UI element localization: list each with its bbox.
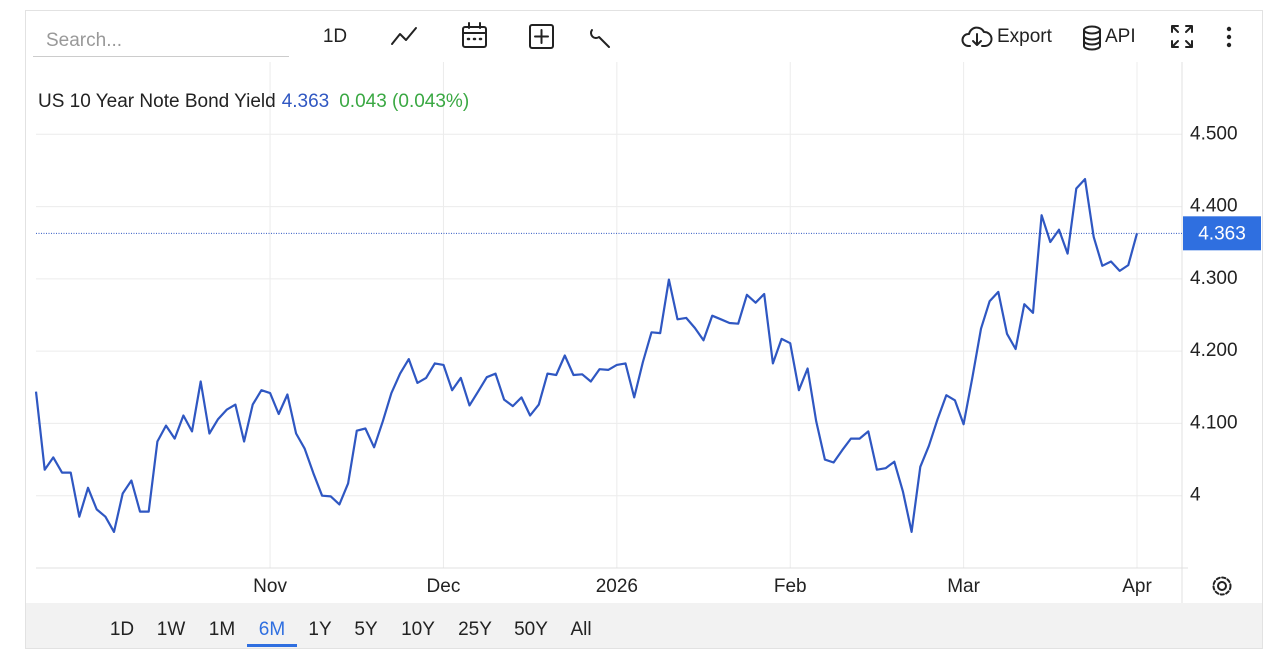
range-button[interactable]: 1D: [110, 619, 134, 640]
chart-title: US 10 Year Note Bond Yield: [38, 91, 276, 112]
tools-icon[interactable]: [590, 29, 610, 48]
range-button[interactable]: 5Y: [354, 619, 378, 640]
x-tick-label: Feb: [774, 576, 807, 597]
toolbar: Search... 1D Export API: [33, 22, 1232, 57]
interval-button[interactable]: 1D: [323, 26, 347, 47]
range-active-underline: [247, 644, 297, 647]
range-button[interactable]: 10Y: [401, 619, 435, 640]
settings-icon[interactable]: [1212, 576, 1232, 596]
range-button[interactable]: 1M: [209, 619, 235, 640]
range-bar: [26, 603, 1262, 648]
compare-icon[interactable]: [529, 24, 554, 49]
y-tick-label: 4.100: [1190, 412, 1238, 433]
export-button[interactable]: Export: [997, 26, 1053, 47]
x-tick-label: Dec: [427, 576, 461, 597]
frame: [25, 10, 1263, 649]
y-tick-label: 4.500: [1190, 123, 1238, 144]
export-icon[interactable]: [961, 26, 993, 47]
search-input[interactable]: Search...: [46, 30, 122, 51]
x-tick-label: 2026: [596, 576, 638, 597]
last-value: 4.363: [282, 91, 330, 112]
y-tick-label: 4.400: [1190, 196, 1238, 217]
x-tick-label: Mar: [947, 576, 980, 597]
range-button[interactable]: 25Y: [458, 619, 492, 640]
series-line: [34, 178, 1139, 533]
x-tick-label: Nov: [253, 576, 287, 597]
y-tick-label: 4: [1190, 485, 1201, 506]
api-icon[interactable]: [1083, 25, 1101, 51]
calendar-icon[interactable]: [462, 22, 487, 48]
last-value-box: [1183, 216, 1261, 251]
last-value-label: 4.363: [1198, 223, 1246, 244]
y-tick-label: 4.300: [1190, 268, 1238, 289]
range-button[interactable]: 1W: [157, 619, 186, 640]
range-button[interactable]: All: [570, 619, 591, 640]
change: 0.043 (0.043%): [339, 91, 469, 112]
range-button[interactable]: 1Y: [308, 619, 332, 640]
x-tick-label: Apr: [1122, 576, 1152, 597]
range-button[interactable]: 50Y: [514, 619, 548, 640]
chart-type-icon[interactable]: [391, 27, 417, 45]
range-button[interactable]: 6M: [259, 619, 285, 640]
y-tick-label: 4.200: [1190, 340, 1238, 361]
plot: [34, 62, 1188, 603]
api-button[interactable]: API: [1105, 26, 1136, 47]
fullscreen-icon[interactable]: [1171, 25, 1193, 48]
more-icon[interactable]: [1226, 26, 1232, 48]
